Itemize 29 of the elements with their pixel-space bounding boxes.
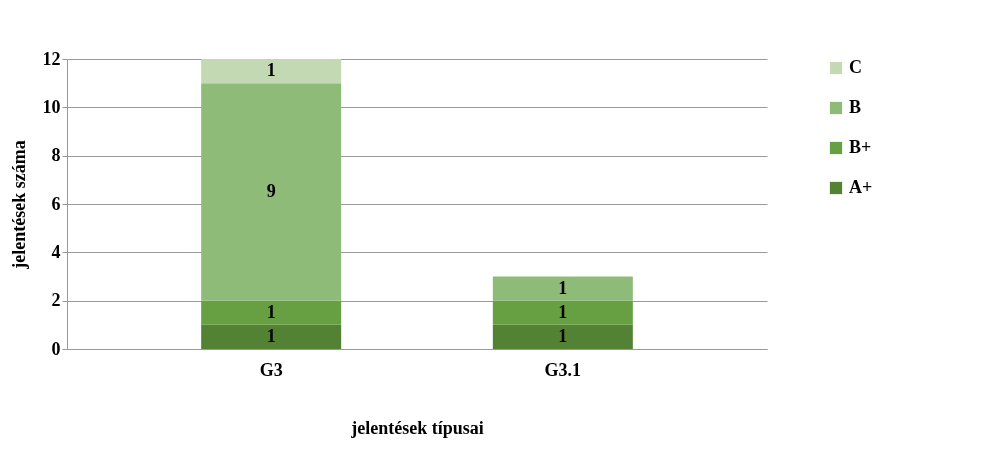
data-label: 1 <box>558 301 568 322</box>
data-label: 1 <box>266 60 276 81</box>
data-label: 1 <box>558 277 568 298</box>
bar <box>201 83 342 301</box>
legend-label: B+ <box>849 137 872 157</box>
x-tick-label: G3.1 <box>544 359 582 380</box>
y-tick-label: 0 <box>51 338 61 359</box>
data-label: 1 <box>266 325 276 346</box>
y-tick-label: 6 <box>51 193 61 214</box>
x-tick-label: G3 <box>259 359 283 380</box>
bar <box>492 276 633 301</box>
y-tick-label: 4 <box>51 241 61 262</box>
data-label: 1 <box>558 325 568 346</box>
y-tick-label: 10 <box>42 96 61 117</box>
legend-label: A+ <box>849 177 873 197</box>
bar <box>201 59 342 84</box>
bar <box>492 300 633 325</box>
y-tick-label: 8 <box>51 145 61 166</box>
bar <box>492 324 633 349</box>
legend-label: B <box>849 97 862 117</box>
bar <box>201 300 342 325</box>
y-tick-label: 2 <box>51 290 61 311</box>
x-axis-title: jelentések típusai <box>350 417 484 438</box>
data-label: 1 <box>266 301 276 322</box>
y-axis-title: jelentések száma <box>8 140 29 270</box>
y-tick-label: 12 <box>42 48 61 69</box>
legend-label: C <box>849 57 862 77</box>
bar <box>201 324 342 349</box>
data-label: 9 <box>266 180 276 201</box>
